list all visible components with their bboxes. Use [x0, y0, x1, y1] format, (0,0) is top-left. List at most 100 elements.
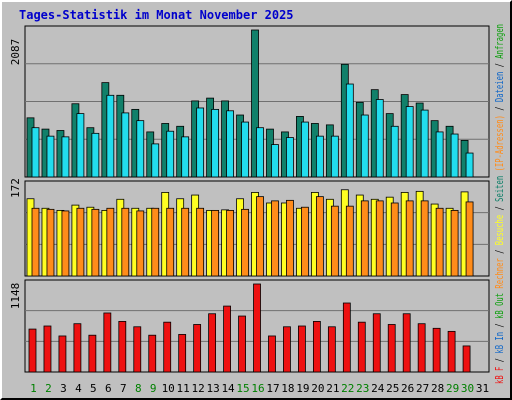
hosts-bar-day-23 [360, 200, 369, 277]
files-bar-day-10 [166, 130, 175, 178]
files-bar-day-23 [360, 114, 369, 178]
kb-bar-day-21 [327, 326, 336, 373]
hosts-bar-day-2 [46, 208, 55, 277]
hosts-bar-day-22 [345, 205, 354, 277]
day-label-13: 13 [206, 382, 219, 395]
hosts-bar-day-7 [121, 207, 130, 277]
legend-item-5: Rechner [493, 258, 506, 293]
hosts-bar-day-17 [271, 200, 279, 277]
legend-item-13: / [493, 63, 506, 72]
hosts-bar-day-8 [136, 210, 145, 277]
files-bar-day-14 [226, 110, 234, 178]
day-label-19: 19 [296, 382, 309, 395]
files-bar-day-26 [405, 106, 414, 178]
day-label-9: 9 [150, 382, 157, 395]
hosts-bar-day-29 [450, 209, 459, 277]
files-bar-day-17 [271, 144, 279, 178]
kb-bar-day-10 [163, 321, 172, 373]
files-bar-day-15 [241, 121, 249, 178]
files-bar-day-18 [286, 137, 294, 178]
day-label-27: 27 [416, 382, 429, 395]
kb-bar-day-22 [342, 302, 351, 373]
hosts-bar-day-28 [435, 207, 444, 277]
day-label-7: 7 [120, 382, 127, 395]
legend-item-12: Dateien [493, 72, 506, 107]
hosts-bar-day-4 [76, 207, 85, 277]
files-bar-day-13 [211, 108, 220, 178]
day-label-18: 18 [281, 382, 294, 395]
hosts-bar-day-16 [256, 196, 264, 277]
day-label-4: 4 [75, 382, 82, 395]
day-label-25: 25 [386, 382, 399, 395]
legend-item-3: / [493, 323, 506, 332]
legend-item-10: (IP-Adressen) [493, 115, 506, 176]
kb-bar-day-23 [357, 321, 366, 373]
kb-bar-day-26 [402, 313, 411, 373]
hosts-bar-day-30 [465, 201, 474, 277]
legend-item-2: kB In [493, 332, 506, 358]
hosts-bar-day-6 [106, 207, 115, 277]
kb-bar-day-28 [432, 327, 441, 373]
bars [26, 29, 474, 373]
hosts-bar-day-20 [315, 196, 324, 277]
files-bar-day-28 [435, 131, 444, 178]
day-label-12: 12 [192, 382, 205, 395]
legend-item-1: / [493, 358, 506, 367]
files-bar-day-22 [345, 83, 354, 178]
legend-item-4: kB Out [493, 293, 506, 323]
day-label-6: 6 [105, 382, 112, 395]
files-bar-day-27 [420, 109, 429, 178]
hosts-bar-day-10 [166, 207, 175, 277]
hosts-bar-day-3 [61, 210, 70, 277]
kb-bar-day-16 [253, 283, 261, 373]
day-label-29: 29 [446, 382, 459, 395]
day-label-16: 16 [251, 382, 264, 395]
day-label-26: 26 [401, 382, 414, 395]
day-label-30: 30 [461, 382, 474, 395]
hits-bar-day-16 [251, 29, 259, 178]
kb-bar-day-18 [283, 326, 291, 373]
kb-bar-day-1 [28, 328, 37, 373]
day-label-3: 3 [60, 382, 67, 395]
hosts-bar-day-15 [241, 208, 249, 277]
hosts-bar-day-25 [390, 202, 399, 277]
files-bar-day-8 [136, 120, 145, 178]
hosts-bar-day-12 [196, 207, 205, 277]
kb-bar-day-4 [73, 323, 82, 373]
middle-panel-max-label: 172 [9, 178, 22, 198]
files-bar-day-29 [450, 133, 459, 178]
files-bar-day-7 [121, 112, 130, 178]
files-bar-day-21 [330, 135, 339, 178]
top-panel-max-label: 2087 [9, 39, 22, 66]
day-label-5: 5 [90, 382, 97, 395]
day-label-24: 24 [371, 382, 385, 395]
day-label-8: 8 [135, 382, 142, 395]
day-label-10: 10 [162, 382, 175, 395]
files-bar-day-16 [256, 127, 264, 178]
hosts-bar-day-1 [31, 207, 40, 277]
kb-bar-day-13 [208, 313, 217, 373]
day-label-31: 31 [476, 382, 489, 395]
day-label-1: 1 [30, 382, 37, 395]
kb-bar-day-12 [193, 324, 202, 373]
hosts-bar-day-9 [151, 207, 160, 277]
files-bar-day-24 [375, 99, 384, 178]
bottom-panel-max-label: 1148 [9, 283, 22, 310]
day-label-17: 17 [266, 382, 279, 395]
kb-bar-day-9 [148, 334, 157, 373]
day-label-23: 23 [356, 382, 369, 395]
kb-bar-day-8 [133, 326, 142, 373]
hosts-bar-day-11 [181, 207, 190, 277]
files-bar-day-4 [76, 113, 85, 178]
files-bar-day-25 [390, 125, 399, 178]
chart-title: Tages-Statistik im Monat November 2025 [19, 8, 294, 22]
legend-item-0: kB F [493, 367, 506, 384]
kb-bar-day-30 [462, 345, 471, 373]
files-bar-day-5 [91, 132, 100, 178]
files-bar-day-3 [61, 136, 70, 178]
legend-text: kB F / kB In / kB Out Rechner / Besuche … [493, 24, 506, 384]
kb-bar-day-27 [417, 323, 426, 373]
files-bar-day-9 [151, 143, 160, 178]
legend-item-6: / [493, 250, 506, 259]
